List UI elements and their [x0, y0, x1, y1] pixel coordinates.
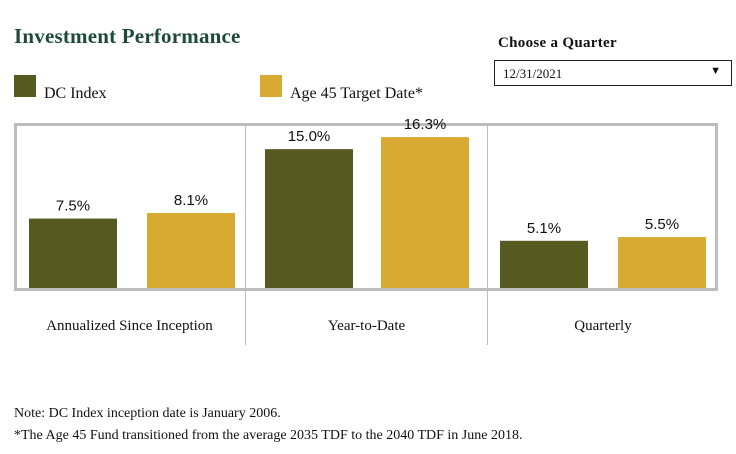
legend-label-age-45: Age 45 Target Date*: [290, 85, 423, 102]
bar: [147, 213, 235, 288]
bar: [265, 149, 353, 288]
category-label: Year-to-Date: [327, 318, 406, 334]
quarter-selector-label: Choose a Quarter: [498, 35, 617, 51]
category-divider: [245, 123, 246, 345]
bar: [381, 137, 469, 288]
bar-value-label: 7.5%: [56, 198, 90, 215]
bar: [500, 240, 588, 288]
bar-value-label: 15.0%: [288, 128, 331, 145]
chart-frame: [14, 123, 718, 291]
chevron-down-icon: ▼: [710, 65, 721, 77]
category-label: Quarterly: [574, 318, 632, 334]
legend-item-age-45: Age 45 Target Date*: [260, 75, 423, 102]
quarter-select[interactable]: 12/31/2021 ▼: [494, 60, 732, 86]
category-label: Annualized Since Inception: [46, 318, 213, 334]
legend-label-dc-index: DC Index: [44, 85, 107, 102]
category-divider: [487, 123, 488, 345]
chart-title: Investment Performance: [14, 24, 241, 48]
bar: [618, 237, 706, 288]
legend-item-dc-index: DC Index: [14, 75, 107, 102]
quarter-select-value: 12/31/2021: [503, 66, 563, 81]
bar-value-label: 8.1%: [174, 192, 208, 209]
bar-value-label: 16.3%: [404, 116, 447, 133]
legend-swatch-dc-index: [14, 75, 36, 97]
bar-value-label: 5.1%: [527, 220, 561, 237]
footnote-inception: Note: DC Index inception date is January…: [14, 406, 281, 421]
bar-value-label: 5.5%: [645, 216, 679, 233]
bar: [29, 218, 117, 288]
legend-swatch-age-45: [260, 75, 282, 97]
footnote-age-45: *The Age 45 Fund transitioned from the a…: [14, 428, 523, 443]
